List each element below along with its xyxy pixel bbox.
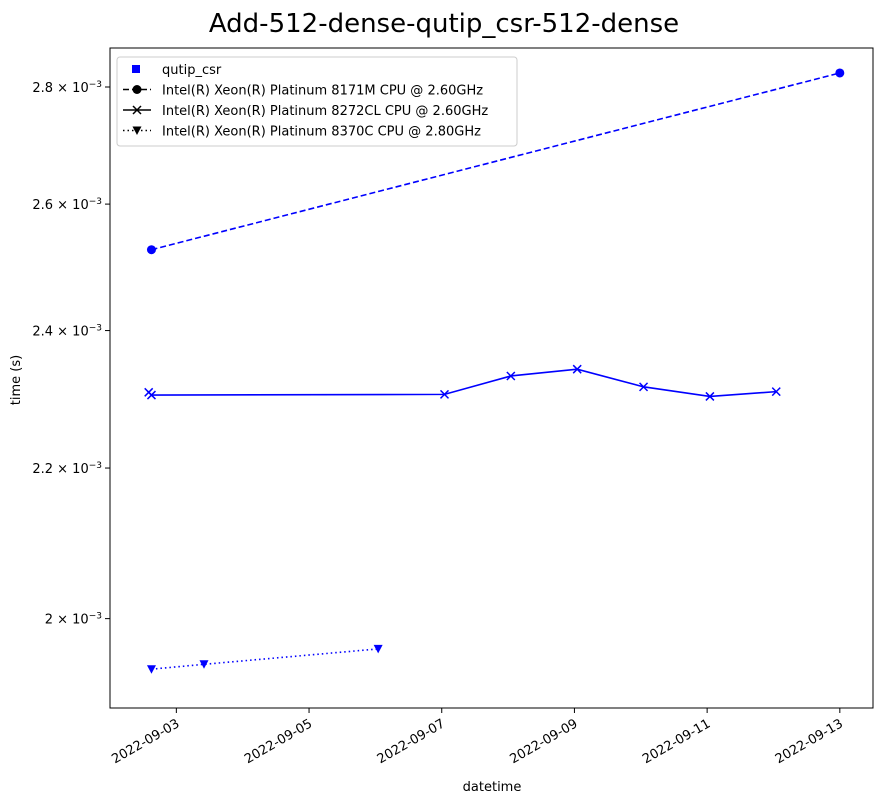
legend-entry-label: Intel(R) Xeon(R) Platinum 8272CL CPU @ 2… bbox=[162, 104, 488, 119]
y-tick-label: 2.4 × 10−3 bbox=[32, 324, 102, 340]
x-axis: 2022-09-03 2022-09-05 2022-09-07 2022-09-09… bbox=[109, 708, 846, 767]
x-tick-label: 2022-09-09 bbox=[507, 716, 580, 767]
data-point-x bbox=[146, 390, 156, 400]
series-line bbox=[151, 648, 379, 670]
legend-entry-label: Intel(R) Xeon(R) Platinum 8171M CPU @ 2.… bbox=[162, 84, 483, 99]
y-tick-exponent: −3 bbox=[89, 461, 102, 471]
x-tick-label: 2022-09-05 bbox=[242, 716, 315, 767]
y-axis: 2 × 10−32.2 × 10−32.4 × 10−32.6 × 10−32.… bbox=[32, 80, 110, 628]
data-point-triangle bbox=[132, 126, 142, 135]
data-point-x bbox=[705, 391, 715, 401]
y-tick-exponent: −3 bbox=[89, 324, 102, 334]
data-point-triangle bbox=[146, 665, 156, 674]
chart-title: Add-512-dense-qutip_csr-512-dense bbox=[209, 9, 679, 39]
data-point-circle bbox=[835, 68, 845, 78]
data-point-x bbox=[132, 105, 142, 115]
data-point-x bbox=[572, 364, 582, 374]
legend-square-marker bbox=[132, 65, 140, 73]
y-tick-mantissa: 2.4 × 10 bbox=[32, 325, 88, 340]
legend-box bbox=[116, 56, 518, 147]
y-tick-label: 2.6 × 10−3 bbox=[32, 197, 102, 213]
series-line bbox=[151, 72, 841, 251]
y-axis-label: time (s) bbox=[9, 355, 24, 405]
legend: qutip_csr Intel(R) Xeon(R) Platinum 8171M… bbox=[116, 56, 518, 147]
y-tick-mantissa: 2.6 × 10 bbox=[32, 198, 88, 213]
y-tick-mantissa: 2.8 × 10 bbox=[32, 81, 88, 96]
y-tick-exponent: −3 bbox=[89, 197, 102, 207]
y-tick-label: 2.8 × 10−3 bbox=[32, 80, 102, 96]
data-point-x bbox=[439, 389, 450, 399]
y-tick-mantissa: 2 × 10 bbox=[45, 613, 89, 628]
data-point-circle bbox=[146, 245, 156, 255]
data-point-triangle bbox=[373, 644, 383, 654]
data-point-x bbox=[639, 382, 649, 392]
y-tick-label: 2.2 × 10−3 bbox=[32, 461, 102, 477]
series-line bbox=[148, 368, 777, 398]
y-tick-exponent: −3 bbox=[89, 612, 102, 622]
x-tick-label: 2022-09-03 bbox=[109, 716, 182, 767]
y-tick-label: 2 × 10−3 bbox=[45, 612, 102, 628]
series-1 bbox=[146, 68, 845, 255]
x-axis-label: datetime bbox=[463, 780, 522, 795]
legend-entry-label: Intel(R) Xeon(R) Platinum 8370C CPU @ 2.… bbox=[162, 125, 481, 140]
series-layer bbox=[144, 68, 845, 674]
plot-frame bbox=[109, 47, 874, 709]
series-3 bbox=[146, 644, 383, 674]
data-point-x bbox=[506, 371, 516, 381]
x-tick-label: 2022-09-07 bbox=[375, 716, 448, 767]
data-point-triangle bbox=[199, 660, 209, 669]
x-tick-label: 2022-09-11 bbox=[640, 716, 713, 767]
series-2 bbox=[144, 364, 781, 401]
data-point-x bbox=[771, 387, 781, 397]
legend-entry-label: qutip_csr bbox=[162, 63, 222, 78]
data-point-circle bbox=[132, 85, 142, 94]
x-tick-label: 2022-09-13 bbox=[773, 716, 846, 767]
y-tick-exponent: −3 bbox=[89, 80, 102, 90]
y-tick-mantissa: 2.2 × 10 bbox=[32, 462, 88, 477]
